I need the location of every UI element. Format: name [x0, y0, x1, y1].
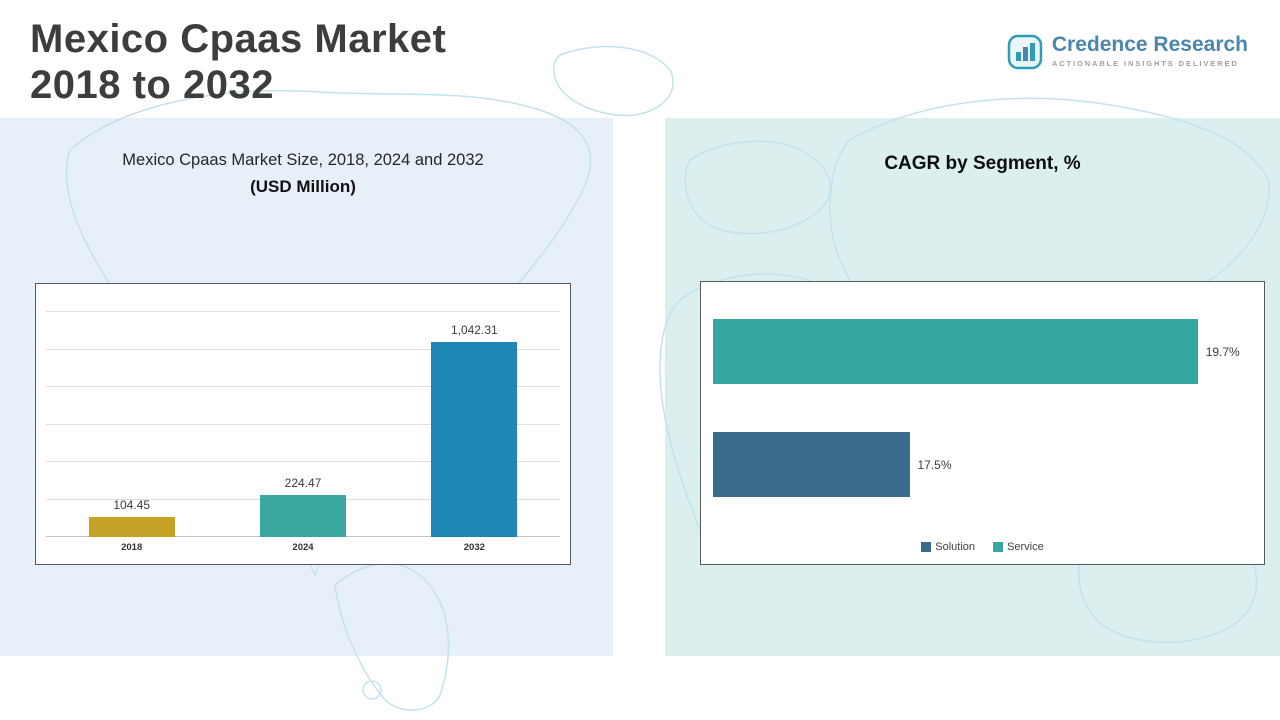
- bar-value-label-2024: 224.47: [284, 475, 322, 490]
- cagr-bar-chart: 19.7% 17.5% Solution Service: [700, 281, 1265, 565]
- cagr-chart-title: CAGR by Segment, %: [884, 153, 1081, 174]
- x-axis-label-2032: 2032: [463, 542, 485, 553]
- legend-label-solution: Solution: [935, 541, 976, 553]
- logo-tagline: Actionable Insights Delivered: [1051, 59, 1239, 69]
- market-size-bar-chart: 104.45 224.47 1,042.31 2018 2024 2032: [35, 283, 571, 565]
- market-size-plot-area: 104.45 224.47 1,042.31: [46, 311, 560, 537]
- bar-column-2024: 224.47: [217, 312, 388, 537]
- legend-swatch-solution: [921, 542, 932, 552]
- logo-text-block: Credence Research Actionable Insights De…: [1051, 33, 1248, 69]
- cagr-bar-series: 19.7% 17.5%: [713, 319, 1252, 545]
- bar-value-label-service: 19.7%: [1205, 344, 1240, 359]
- cagr-bar-row-Solution: 17.5%: [713, 432, 1252, 497]
- bar-2018: [88, 517, 175, 537]
- bar-value-label-2018: 104.45: [113, 498, 151, 513]
- bar-2032: [431, 341, 518, 537]
- cagr-legend: Solution Service: [701, 541, 1264, 553]
- bar-value-label-2032: 1,042.31: [450, 322, 498, 337]
- legend-swatch-service: [993, 542, 1004, 552]
- logo-name: Credence Research: [1051, 33, 1248, 56]
- market-size-chart-title: Mexico Cpaas Market Size, 2018, 2024 and…: [122, 151, 484, 169]
- page-title-line2: 2018 to 2032: [30, 63, 274, 108]
- bar-service: [713, 319, 1198, 384]
- page-title-line1: Mexico Cpaas Market: [30, 17, 447, 61]
- bar-column-2018: 104.45: [46, 312, 217, 537]
- legend-label-service: Service: [1007, 541, 1044, 553]
- x-axis-labels: 2018 2024 2032: [46, 542, 560, 553]
- bar-value-label-solution: 17.5%: [917, 457, 952, 472]
- legend-item-service: Service: [993, 541, 1044, 553]
- page-title: Mexico Cpaas Market 2018 to 2032: [30, 16, 446, 109]
- bar-column-2032: 1,042.31: [389, 312, 560, 537]
- legend-item-solution: Solution: [921, 541, 975, 553]
- market-size-chart-subtitle: (USD Million): [250, 177, 356, 196]
- bar-series: 104.45 224.47 1,042.31: [46, 312, 560, 537]
- cagr-bar-row-Service: 19.7%: [713, 319, 1252, 384]
- x-axis-label-2018: 2018: [121, 542, 143, 553]
- bar-solution: [713, 432, 910, 497]
- brand-logo: Credence Research Actionable Insights De…: [1007, 33, 1248, 70]
- bar-chart-logo-icon: [1007, 34, 1043, 70]
- x-axis-label-2024: 2024: [292, 542, 314, 553]
- bar-2024: [259, 494, 346, 537]
